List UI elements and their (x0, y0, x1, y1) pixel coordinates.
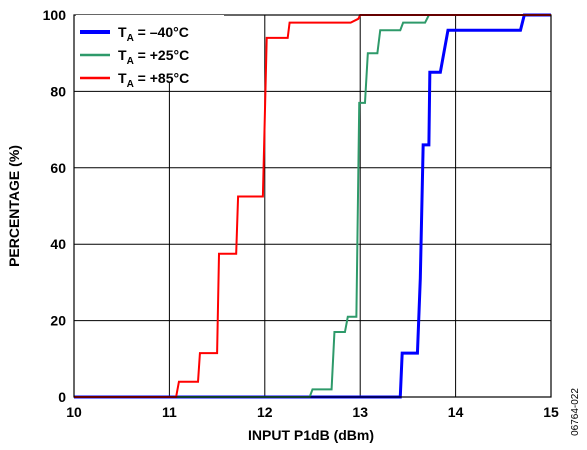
y-tick-label: 60 (50, 160, 66, 176)
x-axis-label: INPUT P1dB (dBm) (248, 427, 374, 443)
x-tick-label: 10 (66, 404, 82, 420)
legend-label: TA = –40°C (118, 24, 189, 44)
figure-id: 06764-022 (570, 388, 581, 436)
x-tick-label: 13 (352, 404, 368, 420)
series-line-3 (74, 14, 551, 398)
y-axis-label: PERCENTAGE (%) (6, 145, 22, 267)
x-tick-label: 11 (162, 404, 177, 420)
tick-labels: 10 11 12 13 14 15 0 20 40 60 80 100 (43, 7, 559, 420)
legend: TA = –40°C TA = +25°C TA = +85°C (80, 24, 189, 90)
x-tick-label: 14 (448, 404, 464, 420)
series-line-2 (74, 14, 551, 398)
legend-box (76, 15, 224, 83)
plot-frame (73, 14, 552, 398)
y-tick-label: 80 (50, 83, 66, 99)
y-tick-label: 20 (50, 313, 66, 329)
series-group (74, 13, 551, 399)
y-tick-label: 0 (58, 389, 66, 405)
x-tick-label: 15 (543, 404, 559, 420)
legend-label: TA = +25°C (118, 47, 189, 67)
y-tick-label: 100 (43, 7, 67, 23)
series-line-1 (74, 13, 551, 399)
legend-label: TA = +85°C (118, 70, 189, 90)
x-tick-label: 12 (257, 404, 273, 420)
y-tick-label: 40 (50, 236, 66, 252)
